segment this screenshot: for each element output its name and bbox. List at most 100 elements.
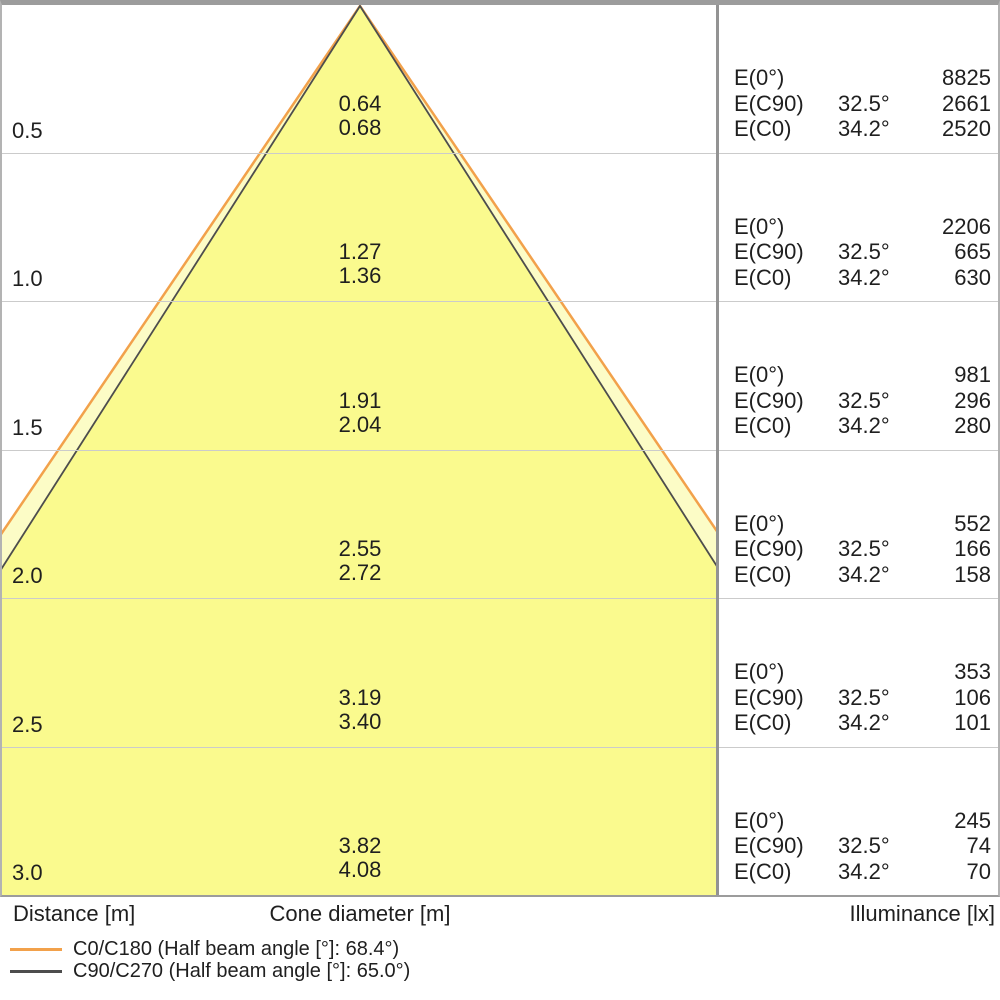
ec0-value: 630 [954, 264, 991, 290]
chart-area: 0.5 0.64 0.68 E(0°) 8825 E(C90) 3 [0, 0, 1000, 897]
ec90-angle: 32.5° [838, 239, 890, 264]
e0-label: E(0°) [734, 659, 785, 684]
distance-label: 2.0 [12, 563, 43, 588]
table-row-2.0m: 2.0 2.55 2.72 E(0°) 552 E(C90) 32 [2, 451, 998, 599]
ec0-angle: 34.2° [838, 710, 890, 735]
cone-diameter-c90: 1.27 [338, 239, 382, 264]
legend: C0/C180 (Half beam angle [°]: 68.4°) C90… [10, 938, 411, 983]
e0-value: 552 [954, 510, 991, 536]
legend-label-c90: C90/C270 (Half beam angle [°]: 65.0°) [73, 960, 411, 982]
illuminance-line-ec90: E(C90) 32.5° 2661 [734, 91, 991, 117]
e0-value: 353 [954, 659, 991, 684]
distance-label: 3.0 [12, 860, 43, 885]
ec0-value: 158 [954, 561, 991, 587]
axis-labels: Distance [m] Cone diameter [m] Illuminan… [0, 897, 1000, 927]
illuminance-line-ec90: E(C90) 32.5° 296 [734, 388, 991, 414]
e0-label: E(0°) [734, 807, 785, 833]
ec90-angle: 32.5° [838, 387, 890, 413]
cone-diameter-values: 3.82 4.08 [2, 834, 718, 882]
ec0-label: E(C0) [734, 561, 792, 587]
illuminance-line-ec90: E(C90) 32.5° 665 [734, 239, 991, 265]
cone-diameter-c90: 0.64 [338, 90, 382, 116]
cone-diameter-c0: 2.72 [338, 560, 382, 585]
legend-line-c90 [10, 970, 62, 973]
illuminance-table: E(0°) 552 E(C90) 32.5° 166 E(C0) 34.2° [734, 511, 991, 588]
distance-label: 0.5 [12, 117, 43, 143]
illuminance-line-ec0: E(C0) 34.2° 2520 [734, 116, 991, 142]
legend-line-c0 [10, 948, 62, 951]
rows-overlay: 0.5 0.64 0.68 E(0°) 8825 E(C90) 3 [2, 5, 998, 895]
ec0-value: 280 [954, 413, 991, 438]
cone-svg [2, 5, 718, 895]
ec90-label: E(C90) [734, 536, 804, 561]
cone-diameter-values: 0.64 0.68 [2, 90, 718, 140]
e0-angle [838, 214, 942, 240]
cone-c90-area [2, 5, 718, 895]
cone-diameter-c0: 0.68 [338, 114, 382, 140]
illuminance-line-e0: E(0°) 245 [734, 808, 991, 834]
illuminance-line-ec0: E(C0) 34.2° 280 [734, 413, 991, 439]
ec90-angle: 32.5° [838, 684, 890, 710]
ec0-label: E(C0) [734, 116, 792, 141]
cone-diameter-c0: 4.08 [338, 857, 382, 882]
ec90-value: 106 [954, 684, 991, 710]
ec0-value: 70 [966, 858, 991, 884]
axis-label-distance: Distance [m] [13, 901, 136, 926]
table-row-0.5m: 0.5 0.64 0.68 E(0°) 8825 E(C90) 3 [2, 5, 998, 154]
ec0-angle: 34.2° [838, 413, 890, 438]
cone-diameter-values: 2.55 2.72 [2, 537, 718, 585]
ec0-angle: 34.2° [838, 264, 890, 290]
legend-label-c0: C0/C180 (Half beam angle [°]: 68.4°) [73, 938, 400, 960]
legend-item-c90: C90/C270 (Half beam angle [°]: 65.0°) [10, 960, 411, 982]
ec90-angle: 32.5° [838, 90, 890, 116]
e0-angle [838, 659, 954, 685]
ec90-angle: 32.5° [838, 536, 890, 561]
ec90-label: E(C90) [734, 684, 804, 710]
illuminance-line-e0: E(0°) 8825 [734, 65, 991, 91]
ec90-label: E(C90) [734, 239, 804, 264]
illuminance-line-e0: E(0°) 552 [734, 511, 991, 537]
ec0-angle: 34.2° [838, 858, 890, 884]
table-row-3.0m: 3.0 3.82 4.08 E(0°) 245 E(C90) 32 [2, 748, 998, 896]
cone-diameter-c0: 2.04 [338, 411, 382, 437]
illuminance-line-ec0: E(C0) 34.2° 70 [734, 859, 991, 885]
ec90-value: 74 [966, 833, 991, 858]
illuminance-table: E(0°) 981 E(C90) 32.5° 296 E(C0) 34.2° [734, 362, 991, 439]
ec90-label: E(C90) [734, 387, 804, 413]
cone-diameter-c90: 1.91 [338, 387, 382, 413]
cone-diameter-values: 1.91 2.04 [2, 387, 718, 437]
ec0-label: E(C0) [734, 858, 792, 884]
illuminance-line-e0: E(0°) 2206 [734, 214, 991, 240]
e0-label: E(0°) [734, 362, 785, 387]
ec0-value: 2520 [942, 116, 991, 141]
ec0-label: E(C0) [734, 710, 792, 735]
illuminance-line-ec0: E(C0) 34.2° 101 [734, 710, 991, 736]
e0-value: 8825 [942, 65, 991, 90]
distance-label: 1.0 [12, 266, 43, 291]
ec0-label: E(C0) [734, 264, 792, 290]
e0-angle [838, 511, 954, 537]
cone-diameter-values: 1.27 1.36 [2, 240, 718, 288]
illuminance-table: E(0°) 245 E(C90) 32.5° 74 E(C0) 34.2° [734, 808, 991, 885]
illuminance-line-ec90: E(C90) 32.5° 74 [734, 833, 991, 859]
cone-diameter-c0: 3.40 [338, 708, 382, 734]
cone-diameter-c90: 3.82 [338, 833, 382, 858]
chart-inner: 0.5 0.64 0.68 E(0°) 8825 E(C90) 3 [2, 5, 998, 895]
illuminance-line-e0: E(0°) 353 [734, 659, 991, 685]
ec90-value: 296 [954, 387, 991, 413]
cone-diameter-values: 3.19 3.40 [2, 685, 718, 734]
ec90-value: 166 [954, 536, 991, 561]
ec90-label: E(C90) [734, 90, 804, 116]
ec0-angle: 34.2° [838, 561, 890, 587]
ec0-value: 101 [954, 710, 991, 735]
ec90-value: 665 [954, 239, 991, 264]
ec0-angle: 34.2° [838, 116, 890, 141]
legend-item-c0: C0/C180 (Half beam angle [°]: 68.4°) [10, 938, 410, 960]
illuminance-table: E(0°) 353 E(C90) 32.5° 106 E(C0) 34.2° [734, 659, 991, 736]
ec90-value: 2661 [942, 90, 991, 116]
illuminance-line-ec0: E(C0) 34.2° 158 [734, 562, 991, 588]
table-row-2.5m: 2.5 3.19 3.40 E(0°) 353 E(C90) 32 [2, 599, 998, 748]
e0-angle [838, 362, 954, 388]
table-row-1.0m: 1.0 1.27 1.36 E(0°) 2206 E(C90) 3 [2, 154, 998, 302]
